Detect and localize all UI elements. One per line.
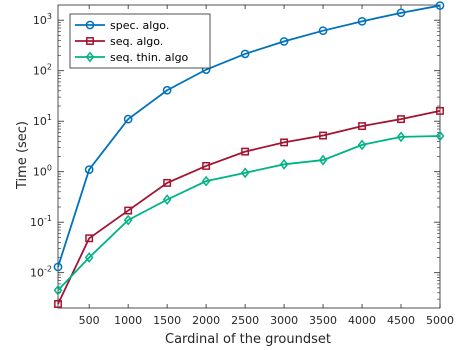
y-tick-label: 101 xyxy=(33,113,52,128)
x-tick-label: 5000 xyxy=(426,314,454,327)
y-axis: 10-2 10-1 100 101 102 103 xyxy=(30,12,440,300)
data-point-series-1 xyxy=(435,1,445,10)
x-tick-label: 3500 xyxy=(309,314,337,327)
data-point-series-2 xyxy=(397,115,405,124)
data-point-series-2 xyxy=(202,161,211,170)
y-tick-label: 103 xyxy=(33,12,52,27)
x-tick-label: 1500 xyxy=(153,314,181,327)
y-tick-label: 102 xyxy=(33,63,52,78)
data-point-series-1 xyxy=(318,26,328,36)
y-tick-label: 100 xyxy=(33,164,52,179)
data-point-series-3 xyxy=(240,167,250,179)
x-tick-label: 4000 xyxy=(348,314,376,327)
data-point-series-2 xyxy=(163,178,172,187)
data-point-series-2 xyxy=(54,300,62,308)
y-tick-label: 10-1 xyxy=(30,214,52,229)
data-point-series-2 xyxy=(436,106,444,115)
data-point-series-1 xyxy=(123,114,133,124)
data-point-series-2 xyxy=(124,206,133,215)
x-tick-label: 2000 xyxy=(192,314,220,327)
series-layer xyxy=(53,1,445,308)
data-point-series-1 xyxy=(53,262,63,272)
legend: spec. algo. seq. algo. seq. thin. algo xyxy=(69,13,211,69)
series-line-2 xyxy=(57,110,441,305)
data-point-series-3 xyxy=(357,139,367,151)
x-tick-label: 3000 xyxy=(270,314,298,327)
data-point-series-1 xyxy=(396,8,406,18)
data-point-series-3 xyxy=(435,130,445,142)
series-line-3 xyxy=(57,135,441,291)
y-axis-label: Time (sec) xyxy=(15,121,30,190)
data-point-series-2 xyxy=(280,138,289,147)
data-point-series-3 xyxy=(396,131,406,143)
x-tick-label: 500 xyxy=(79,314,100,327)
data-point-series-1 xyxy=(357,16,367,26)
legend-entry-label: seq. thin. algo xyxy=(110,51,189,64)
data-point-series-3 xyxy=(318,154,328,166)
data-point-series-1 xyxy=(84,165,94,174)
data-point-series-2 xyxy=(85,234,94,243)
data-point-series-3 xyxy=(84,252,94,263)
data-point-series-3 xyxy=(53,284,63,296)
data-point-series-1 xyxy=(279,37,289,46)
legend-marker xyxy=(86,37,94,45)
series-line-1 xyxy=(57,4,441,268)
x-tick-label: 1000 xyxy=(114,314,142,327)
x-tick-label: 2500 xyxy=(231,314,259,327)
legend-entry-label: spec. algo. xyxy=(110,19,169,32)
data-point-series-2 xyxy=(358,122,366,131)
legend-marker xyxy=(85,20,95,30)
data-point-series-2 xyxy=(319,131,328,140)
data-point-series-1 xyxy=(240,49,250,59)
data-point-series-3 xyxy=(162,194,172,206)
y-tick-label: 10-2 xyxy=(30,265,52,280)
legend-marker xyxy=(85,51,95,63)
legend-entry-label: seq. algo. xyxy=(110,35,163,48)
data-point-series-3 xyxy=(201,175,211,187)
data-point-series-1 xyxy=(162,85,172,95)
x-axis: 500 1000 1500 2000 2500 3000 3500 4000 4500 5000 xyxy=(79,5,454,327)
data-point-series-2 xyxy=(241,147,250,156)
x-tick-label: 4500 xyxy=(387,314,415,327)
data-point-series-3 xyxy=(123,214,133,226)
data-point-series-3 xyxy=(279,158,289,170)
x-axis-label: Cardinal of the groundset xyxy=(165,332,331,347)
